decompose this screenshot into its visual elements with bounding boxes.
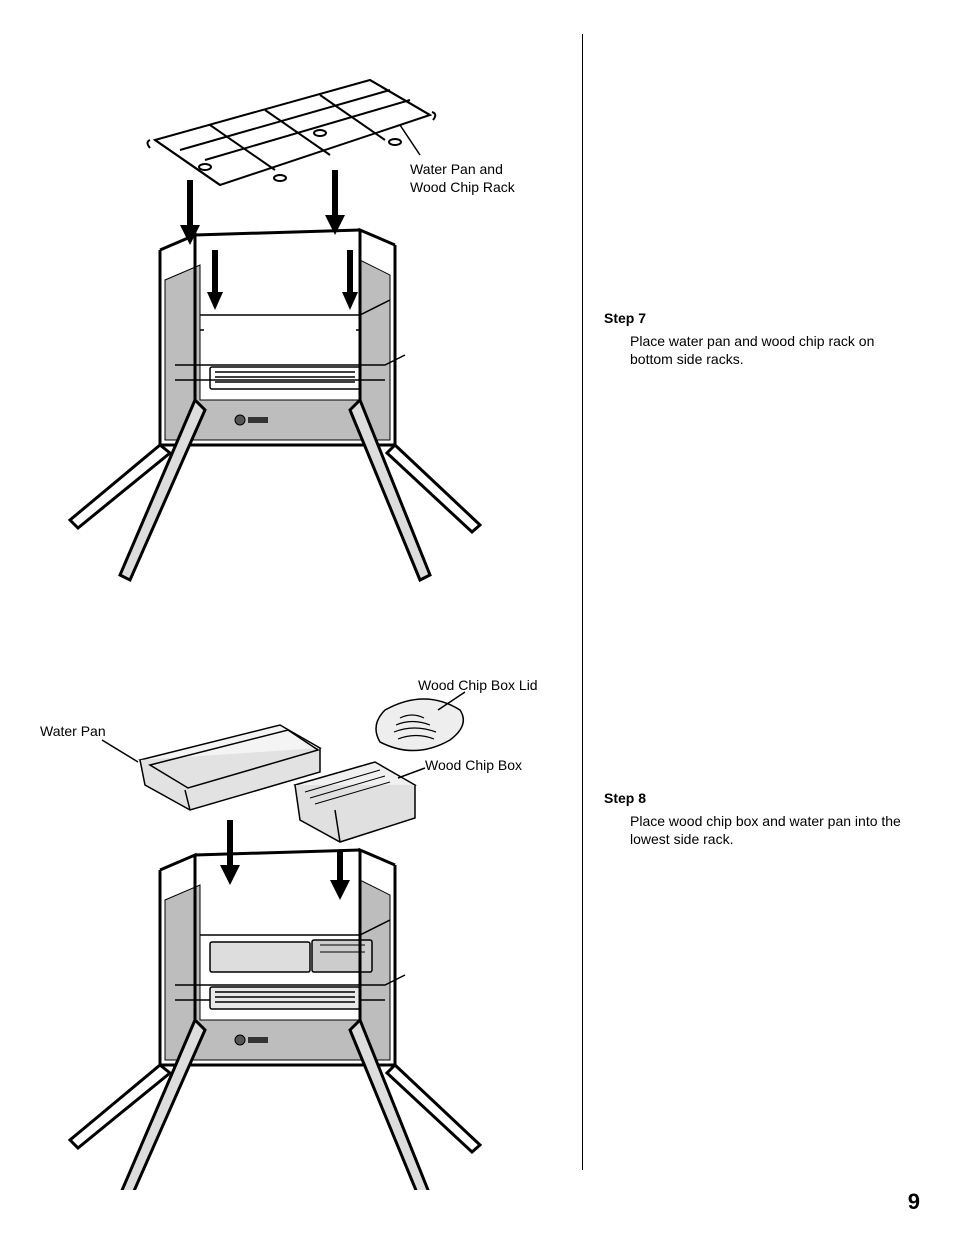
step8-title: Step 8 xyxy=(604,790,914,806)
wood-chip-lid-caption: Wood Chip Box Lid xyxy=(418,676,538,694)
step7-body: Place water pan and wood chip rack on bo… xyxy=(604,332,914,368)
water-pan-caption: Water Pan xyxy=(40,722,106,740)
step8-diagram: Water Pan Wood Chip Box Lid Wood Chip Bo… xyxy=(20,670,560,1190)
page-number: 9 xyxy=(908,1189,920,1215)
vertical-divider xyxy=(582,34,583,1170)
manual-page: Water Pan and Wood Chip Rack xyxy=(0,0,954,1235)
step7-diagram: Water Pan and Wood Chip Rack xyxy=(60,70,560,600)
smoker-box-illustration xyxy=(20,670,560,1190)
wood-chip-box-caption: Wood Chip Box xyxy=(425,756,522,774)
smoker-rack-illustration xyxy=(60,70,560,600)
rack-caption: Water Pan and Wood Chip Rack xyxy=(410,160,515,196)
step7-title: Step 7 xyxy=(604,310,914,326)
step8-block: Step 8 Place wood chip box and water pan… xyxy=(604,790,914,848)
step7-block: Step 7 Place water pan and wood chip rac… xyxy=(604,310,914,368)
step8-body: Place wood chip box and water pan into t… xyxy=(604,812,914,848)
